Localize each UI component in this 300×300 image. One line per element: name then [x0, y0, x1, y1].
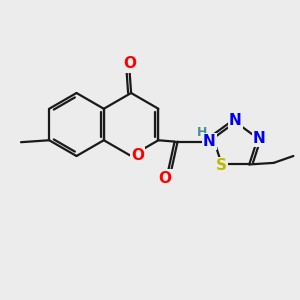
Text: O: O: [123, 56, 136, 71]
Text: H: H: [197, 126, 207, 139]
Text: N: N: [203, 134, 215, 149]
Text: N: N: [229, 113, 242, 128]
Text: N: N: [253, 131, 266, 146]
Text: S: S: [216, 158, 227, 173]
Text: O: O: [131, 148, 144, 164]
Text: O: O: [158, 171, 172, 186]
